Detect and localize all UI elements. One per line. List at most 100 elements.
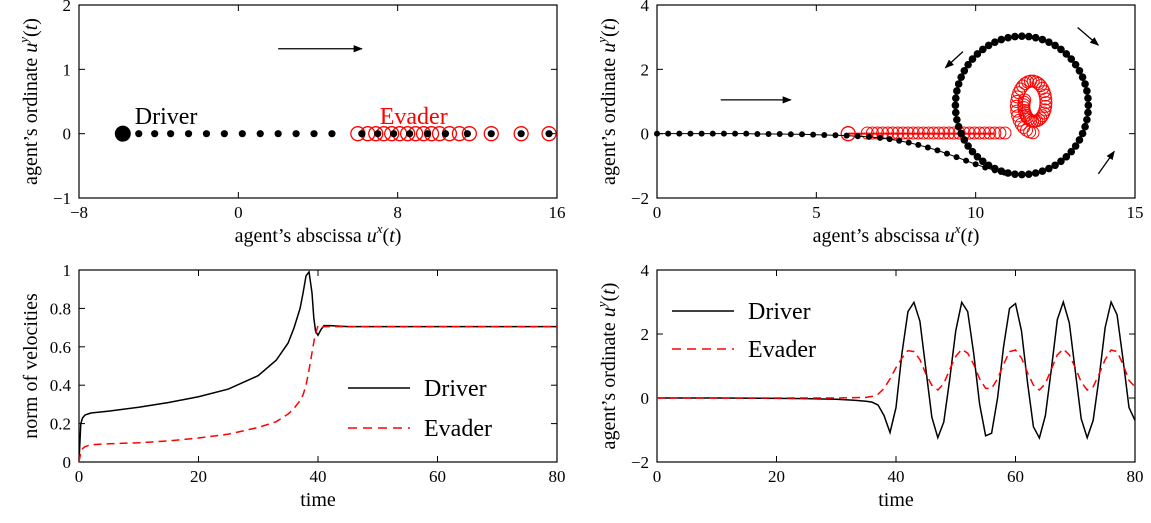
driver-point (1004, 33, 1012, 42)
x-tick-label: 40 (310, 467, 327, 486)
driver-point (167, 130, 175, 138)
driver-point (953, 87, 961, 95)
evader-point (399, 126, 416, 142)
legend-label-driver: Driver (748, 299, 811, 325)
direction-arrow (1097, 150, 1115, 175)
y-tick-label: 0.2 (50, 415, 71, 434)
driver-point (997, 167, 1006, 175)
driver-point (973, 50, 982, 58)
y-tick-label: 1 (63, 60, 72, 79)
y-axis-label-var: u (598, 307, 620, 317)
evader-point (368, 126, 384, 142)
driver-point (915, 141, 922, 148)
evader-point (972, 126, 986, 140)
driver-point (545, 130, 553, 138)
driver-point (951, 108, 960, 117)
driver-point (787, 131, 794, 138)
driver-point (517, 130, 525, 138)
x-axis-label-paren-open: ( (383, 225, 390, 247)
driver-point (743, 130, 750, 137)
driver-point (487, 130, 495, 138)
driver-point (1057, 157, 1065, 166)
x-axis-label-prefix: agent’s abscissa (813, 225, 945, 247)
x-tick-label: 80 (1127, 467, 1144, 486)
x-axis-label: time (300, 489, 336, 511)
plot-frame (656, 269, 1136, 463)
evader-point (916, 126, 930, 140)
evader-point (1038, 88, 1052, 102)
driver-point (865, 133, 872, 140)
x-axis-label: time (878, 489, 914, 511)
driver-point (973, 152, 982, 161)
driver-point (1078, 73, 1087, 82)
y-tick-label: 0 (63, 453, 72, 472)
driver-point (1078, 129, 1087, 138)
driver-point (1045, 164, 1053, 173)
driver-point (960, 136, 969, 144)
driver-point (1018, 32, 1026, 41)
evader-point (1039, 96, 1053, 110)
driver-point (934, 147, 941, 154)
driver-point (1057, 45, 1065, 54)
x-tick-label: 16 (549, 203, 566, 222)
driver-point (1018, 170, 1026, 179)
driver-point (972, 161, 979, 168)
y-axis-label: agent’s ordinate uy(t) (594, 283, 620, 450)
driver-point (1038, 167, 1047, 175)
y-tick-label: 0 (641, 389, 650, 408)
driver-point (765, 130, 772, 137)
y-tick-label: 2 (63, 0, 72, 15)
y-axis-label-paren-open: ( (20, 30, 42, 37)
y-axis-label-paren-close: ) (598, 18, 620, 25)
evader-point (942, 126, 956, 140)
y-tick-label: 1 (63, 261, 72, 280)
y-axis-label-param: t (20, 24, 42, 30)
driver-point (698, 130, 705, 137)
x-axis-label-param: t (967, 225, 973, 247)
x-tick-label: −8 (70, 203, 88, 222)
y-tick-label: 0 (63, 125, 72, 144)
x-tick-label: 10 (967, 203, 984, 222)
driver-point (1084, 108, 1092, 117)
driver-point (960, 66, 969, 75)
x-tick-label: 20 (190, 467, 207, 486)
evader-point (993, 126, 1007, 140)
driver-point (991, 38, 999, 46)
driver-point (676, 130, 683, 137)
evader-point (901, 126, 915, 140)
driver-point (1083, 87, 1091, 95)
driver-point (957, 73, 965, 82)
x-tick-label: 40 (888, 467, 905, 486)
x-tick-label: 60 (1007, 467, 1024, 486)
evader-point (998, 126, 1012, 140)
driver-point (1067, 147, 1076, 156)
driver-point (951, 101, 960, 110)
driver-point (984, 41, 993, 50)
x-axis-label-paren-close: ) (395, 225, 402, 247)
y-tick-label: −2 (631, 453, 649, 472)
series-line-evader (657, 347, 1136, 399)
evader-point (865, 126, 879, 140)
x-axis-label-sup: x (954, 221, 961, 236)
driver-point (1051, 41, 1059, 50)
driver-point (1045, 38, 1053, 46)
x-tick-label: 60 (429, 467, 446, 486)
driver-point (256, 130, 264, 138)
driver-point (1038, 35, 1047, 44)
driver-point (979, 45, 987, 54)
x-tick-label: 8 (393, 203, 402, 222)
y-tick-label: 4 (641, 0, 650, 15)
y-axis-label-prefix: agent’s ordinate (598, 317, 620, 449)
driver-point (238, 130, 246, 138)
evader-point (541, 126, 557, 142)
driver-point (953, 154, 960, 161)
driver-point (954, 122, 963, 131)
driver-point (390, 130, 398, 138)
y-tick-label: −1 (53, 189, 71, 208)
x-axis-label-param: t (389, 225, 395, 247)
driver-point (665, 130, 672, 137)
y-axis-label-sup: y (16, 37, 31, 45)
driver-point (274, 130, 282, 138)
